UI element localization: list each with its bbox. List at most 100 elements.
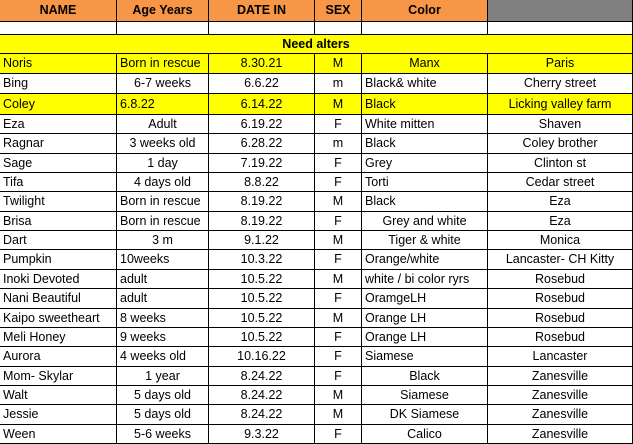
table-cell: 1 day <box>117 154 209 173</box>
table-cell: DK Siamese <box>362 405 488 425</box>
table-cell: Adult <box>117 115 209 134</box>
table-cell: Calico <box>362 425 488 444</box>
table-cell: M <box>315 54 362 74</box>
table-cell: 6.14.22 <box>209 94 315 115</box>
table-cell: M <box>315 192 362 212</box>
table-cell: Aurora <box>0 347 117 367</box>
table-cell: Orange LH <box>362 309 488 328</box>
table-cell: Black <box>362 134 488 154</box>
table-cell: 8 weeks <box>117 309 209 328</box>
table-cell: Dart <box>0 231 117 250</box>
table-cell: 6.6.22 <box>209 74 315 94</box>
table-cell: 10.5.22 <box>209 309 315 328</box>
table-cell: Coley <box>0 94 117 115</box>
table-cell: Meli Honey <box>0 328 117 347</box>
empty-cell <box>209 22 315 35</box>
table-cell: adult <box>117 270 209 289</box>
table-cell: M <box>315 270 362 289</box>
table-cell: Noris <box>0 54 117 74</box>
table-cell: 3 m <box>117 231 209 250</box>
table-cell: 5 days old <box>117 386 209 405</box>
table-cell: F <box>315 347 362 367</box>
header-cell: DATE IN <box>209 0 315 22</box>
table-cell: Shaven <box>488 115 633 134</box>
table-cell: Nani Beautiful <box>0 289 117 309</box>
empty-cell <box>117 22 209 35</box>
table-cell: Rosebud <box>488 328 633 347</box>
table-cell: 5 days old <box>117 405 209 425</box>
table-cell: 8.19.22 <box>209 192 315 212</box>
table-cell: 9.1.22 <box>209 231 315 250</box>
table-cell: 8.19.22 <box>209 212 315 231</box>
section-title: Need alters <box>0 35 633 54</box>
table-cell: Sage <box>0 154 117 173</box>
table-cell: 10.5.22 <box>209 289 315 309</box>
table-cell: Torti <box>362 173 488 192</box>
table-cell: 6-7 weeks <box>117 74 209 94</box>
table-cell: Inoki Devoted <box>0 270 117 289</box>
table-cell: Black <box>362 94 488 115</box>
table-cell: Rosebud <box>488 309 633 328</box>
table-cell: M <box>315 309 362 328</box>
empty-cell <box>315 22 362 35</box>
table-cell: Siamese <box>362 386 488 405</box>
table-cell: 4 days old <box>117 173 209 192</box>
empty-cell <box>362 22 488 35</box>
table-cell: 10.3.22 <box>209 250 315 270</box>
table-cell: White mitten <box>362 115 488 134</box>
table-cell: M <box>315 405 362 425</box>
table-cell: Monica <box>488 231 633 250</box>
table-cell: Rosebud <box>488 270 633 289</box>
table-cell: Cherry street <box>488 74 633 94</box>
table-cell: Walt <box>0 386 117 405</box>
table-cell: white / bi color ryrs <box>362 270 488 289</box>
table-cell: 8.24.22 <box>209 405 315 425</box>
table-cell: 8.30.21 <box>209 54 315 74</box>
table-cell: Zanesville <box>488 386 633 405</box>
table-cell: M <box>315 94 362 115</box>
table-cell: Tiger & white <box>362 231 488 250</box>
table-cell: F <box>315 250 362 270</box>
table-cell: F <box>315 328 362 347</box>
table-cell: 8.8.22 <box>209 173 315 192</box>
table-cell: F <box>315 425 362 444</box>
table-cell: Rosebud <box>488 289 633 309</box>
header-cell: SEX <box>315 0 362 22</box>
header-cell: NAME <box>0 0 117 22</box>
table-cell: Zanesville <box>488 405 633 425</box>
table-cell: 8.24.22 <box>209 367 315 386</box>
table-cell: F <box>315 367 362 386</box>
table-cell: Licking valley farm <box>488 94 633 115</box>
header-cell: Age Years <box>117 0 209 22</box>
table-cell: Brisa <box>0 212 117 231</box>
table-cell: Coley brother <box>488 134 633 154</box>
table-cell: Born in rescue <box>117 212 209 231</box>
table-cell: F <box>315 173 362 192</box>
table-cell: F <box>315 154 362 173</box>
table-cell: 6.28.22 <box>209 134 315 154</box>
table-cell: 8.24.22 <box>209 386 315 405</box>
table-cell: m <box>315 134 362 154</box>
table-cell: 10.5.22 <box>209 328 315 347</box>
table-cell: Siamese <box>362 347 488 367</box>
table-cell: F <box>315 212 362 231</box>
table-cell: 4 weeks old <box>117 347 209 367</box>
table-cell: 7.19.22 <box>209 154 315 173</box>
table-cell: Clinton st <box>488 154 633 173</box>
table-cell: Cedar street <box>488 173 633 192</box>
table-cell: Kaipo sweetheart <box>0 309 117 328</box>
table-cell: Manx <box>362 54 488 74</box>
table-cell: Zanesville <box>488 367 633 386</box>
table-cell: Grey <box>362 154 488 173</box>
table-cell: Bing <box>0 74 117 94</box>
table-cell: 9.3.22 <box>209 425 315 444</box>
table-cell: Eza <box>0 115 117 134</box>
table-cell: Zanesville <box>488 425 633 444</box>
table-cell: M <box>315 386 362 405</box>
empty-cell <box>488 22 633 35</box>
header-cell <box>488 0 633 22</box>
table-cell: 3 weeks old <box>117 134 209 154</box>
table-cell: F <box>315 115 362 134</box>
table-cell: 5-6 weeks <box>117 425 209 444</box>
